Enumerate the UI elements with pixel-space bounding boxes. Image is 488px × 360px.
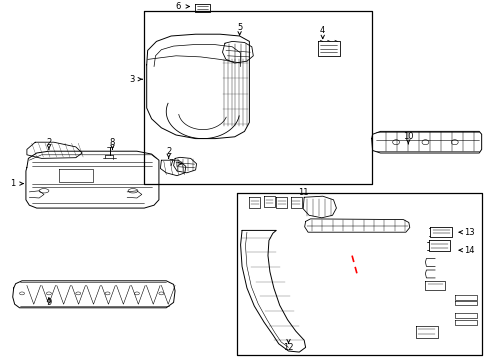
Text: 10: 10	[402, 132, 413, 141]
Text: 7: 7	[168, 159, 173, 168]
Text: 8: 8	[110, 138, 115, 147]
Text: 12: 12	[283, 343, 293, 352]
Text: 3: 3	[129, 75, 134, 84]
Text: 1: 1	[10, 179, 15, 188]
Text: 4: 4	[320, 26, 325, 35]
Text: 11: 11	[297, 188, 308, 197]
Text: 5: 5	[237, 22, 242, 31]
Text: 2: 2	[46, 138, 51, 147]
Text: 2: 2	[166, 147, 171, 156]
Text: 14: 14	[463, 246, 474, 255]
Text: 6: 6	[176, 2, 181, 11]
Text: 13: 13	[463, 228, 474, 237]
Text: 9: 9	[46, 298, 51, 307]
